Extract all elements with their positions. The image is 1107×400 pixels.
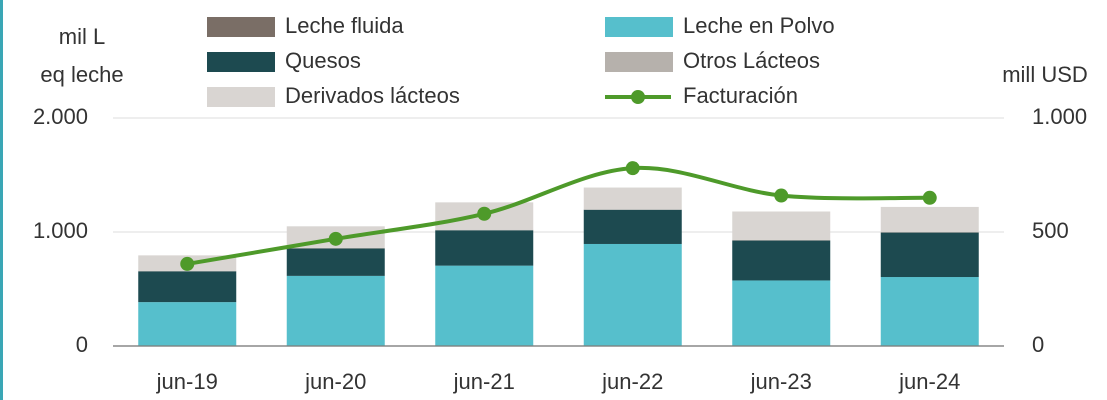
legend-swatch <box>207 17 275 37</box>
bar-segment <box>732 280 831 346</box>
bar-segment <box>286 275 385 346</box>
y2-tick-label: 1.000 <box>1032 104 1087 129</box>
x-tick-label: jun-24 <box>898 369 960 394</box>
bar-segment <box>583 209 682 210</box>
bar-segment <box>138 345 237 346</box>
legend-marker <box>631 90 645 104</box>
bar-segment <box>583 345 682 346</box>
bar-segment <box>583 187 682 210</box>
legend-swatch <box>207 52 275 72</box>
y-axis-label: mil L <box>59 24 105 49</box>
bar-segment <box>583 243 682 346</box>
bar-segment <box>435 230 534 266</box>
frame-edge <box>0 0 3 400</box>
legend-swatch <box>605 17 673 37</box>
x-tick-label: jun-22 <box>601 369 663 394</box>
bar-segment <box>732 240 831 281</box>
bar-segment <box>286 247 385 249</box>
y-tick-label: 0 <box>76 332 88 357</box>
line <box>186 165 930 266</box>
bar-segment <box>286 345 385 346</box>
legend-label: Quesos <box>285 48 361 73</box>
line-point <box>180 256 195 271</box>
bar-segment <box>880 277 979 346</box>
line-point <box>625 161 640 176</box>
y2-axis-label: mill USD <box>1002 62 1088 87</box>
line-point <box>922 190 937 205</box>
y-axis-label: eq leche <box>40 62 123 87</box>
bar-segment <box>880 232 979 278</box>
bar-segment <box>138 271 237 303</box>
y-tick-label: 2.000 <box>33 104 88 129</box>
legend-label: Leche en Polvo <box>683 13 835 38</box>
bar-segment <box>435 345 534 346</box>
y2-tick-label: 500 <box>1032 218 1069 243</box>
x-tick-label: jun-21 <box>453 369 515 394</box>
bar-segment <box>435 229 534 231</box>
line-point <box>477 206 492 221</box>
bar-segment <box>138 270 237 272</box>
bar-segment <box>880 232 979 233</box>
legend-label: Leche fluida <box>285 13 404 38</box>
y2-tick-label: 0 <box>1032 332 1044 357</box>
bar-segment <box>435 265 534 346</box>
y-tick-label: 1.000 <box>33 218 88 243</box>
x-tick-label: jun-20 <box>304 369 366 394</box>
bar-segment <box>880 345 979 346</box>
bar-segment <box>732 211 831 240</box>
bar-segment <box>286 248 385 276</box>
bar-segment <box>138 302 237 346</box>
line-point <box>328 231 343 246</box>
bar-segment <box>732 345 831 346</box>
x-tick-label: jun-23 <box>750 369 812 394</box>
legend-swatch <box>605 52 673 72</box>
bar-segment <box>880 206 979 232</box>
legend-label: Derivados lácteos <box>285 83 460 108</box>
bar-segment <box>732 239 831 241</box>
x-tick-label: jun-19 <box>156 369 218 394</box>
legend-label: Facturación <box>683 83 798 108</box>
bar-segment <box>583 209 682 244</box>
legend-swatch <box>207 87 275 107</box>
line-point <box>774 188 789 203</box>
legend-label: Otros Lácteos <box>683 48 820 73</box>
